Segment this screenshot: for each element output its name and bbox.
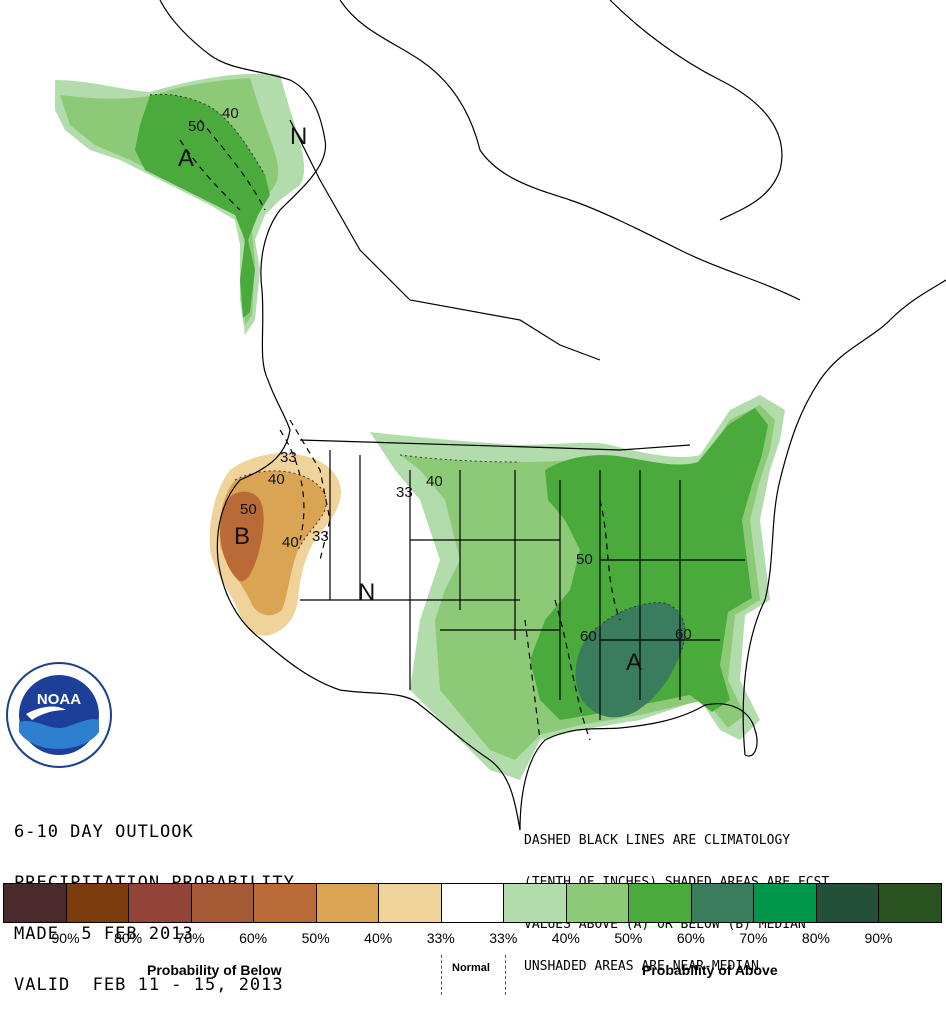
color-swatch — [315, 883, 380, 923]
geographic-boundaries — [159, 0, 946, 831]
noaa-logo-text: NOAA — [37, 691, 81, 708]
normal-divider-left — [441, 955, 442, 995]
percent-label: 90% — [51, 930, 80, 946]
legend-normal-label: Normal — [452, 962, 490, 974]
percent-label: 60% — [676, 930, 705, 946]
percent-label: 90% — [864, 930, 893, 946]
climatology-contours — [179, 119, 621, 741]
outlook-title-line: 6-10 DAY OUTLOOK — [14, 822, 194, 842]
precipitation-outlook-map: A N B N A 40 50 33 40 50 40 33 33 40 50 … — [55, 0, 946, 831]
legend-above-label: Probability of Above — [642, 962, 778, 978]
contour-label: 33 — [280, 449, 297, 466]
contour-label: 50 — [188, 118, 205, 135]
percent-label: 40% — [364, 930, 393, 946]
percent-label: 50% — [301, 930, 330, 946]
percent-label: 40% — [551, 930, 580, 946]
contour-label: 60 — [580, 628, 597, 645]
note-line: UNSHADED AREAS ARE NEAR-MEDIAN — [524, 959, 759, 974]
probability-contours — [149, 93, 686, 656]
color-swatch — [628, 883, 692, 923]
contour-label: 60 — [675, 626, 692, 643]
color-swatch — [878, 883, 942, 923]
color-swatch — [565, 883, 630, 923]
color-swatch — [815, 883, 880, 923]
west-below-50 — [220, 491, 264, 582]
alaska-region-label: A — [178, 145, 194, 172]
contour-label: 33 — [396, 484, 413, 501]
contour-label: 50 — [240, 501, 257, 518]
color-swatch — [503, 883, 567, 923]
color-swatch — [65, 883, 130, 923]
yukon-region-label: N — [290, 123, 307, 150]
contour-label: 40 — [426, 473, 443, 490]
color-swatch — [440, 883, 505, 923]
contour-label: 40 — [282, 534, 299, 551]
percent-label: 70% — [176, 930, 205, 946]
percent-label: 50% — [614, 930, 643, 946]
normal-divider-right — [505, 955, 506, 995]
color-swatch — [690, 883, 755, 923]
color-swatch — [128, 883, 192, 923]
percent-label: 60% — [239, 930, 268, 946]
color-swatch — [253, 883, 317, 923]
color-swatch — [3, 883, 67, 923]
interior-west-region-label: N — [358, 579, 375, 606]
percent-label: 80% — [801, 930, 830, 946]
contour-label: 40 — [222, 105, 239, 122]
legend-below-label: Probability of Below — [147, 962, 282, 978]
southeast-above-60 — [575, 602, 685, 718]
contour-label: 33 — [312, 528, 329, 545]
color-swatch — [753, 883, 817, 923]
color-swatch — [378, 883, 442, 923]
percent-label: 33% — [489, 930, 518, 946]
contour-label: 50 — [576, 551, 593, 568]
percent-label-row: 90% 80% 70% 60% 50% 40% 33% 33% 40% 50% 60% 70% 80% 9… — [0, 930, 946, 948]
southeast-region-label: A — [626, 649, 642, 676]
noaa-logo: NOAA — [6, 662, 112, 768]
shaded-areas — [55, 73, 785, 780]
contour-label: 40 — [268, 471, 285, 488]
probability-color-bar — [3, 883, 942, 923]
percent-label: 33% — [426, 930, 455, 946]
note-line: DASHED BLACK LINES ARE CLIMATOLOGY — [524, 833, 791, 848]
west-coast-region-label: B — [234, 523, 250, 550]
color-swatch — [190, 883, 255, 923]
percent-label: 80% — [114, 930, 143, 946]
outlook-valid-dates: VALID FEB 11 - 15, 2013 — [14, 975, 284, 995]
percent-label: 70% — [739, 930, 768, 946]
alaska-above-50 — [135, 94, 270, 318]
outlook-made-date: MADE 5 FEB 2013 — [14, 924, 194, 944]
